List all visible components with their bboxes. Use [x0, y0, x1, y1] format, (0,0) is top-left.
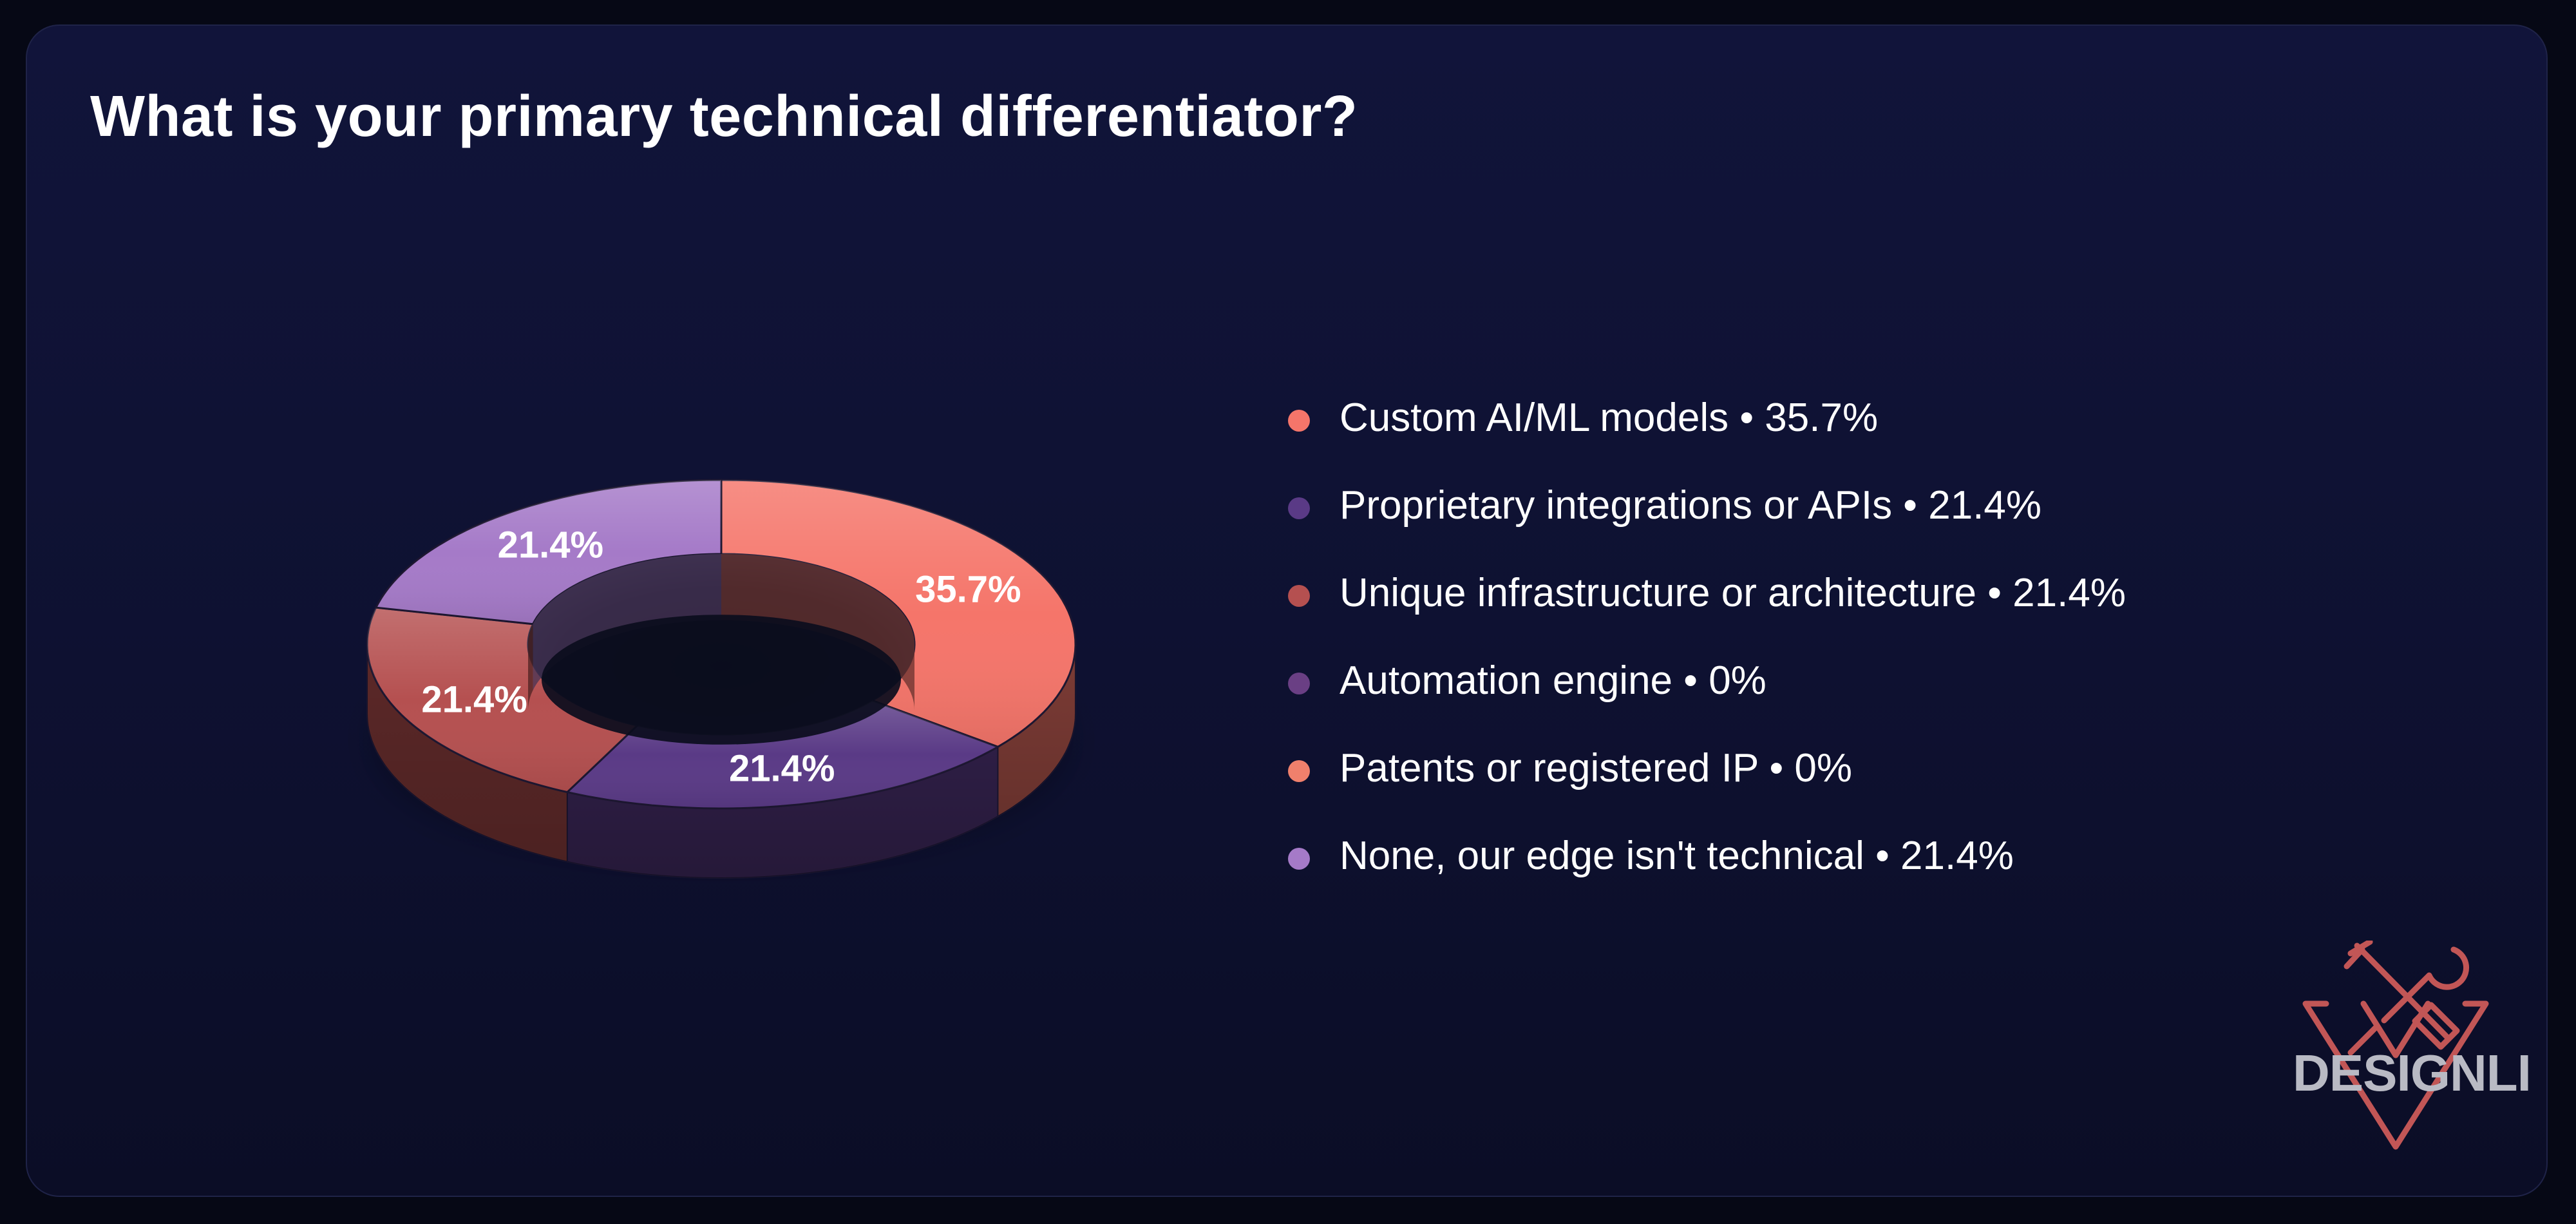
legend-item: Proprietary integrations or APIs • 21.4% — [1288, 461, 2383, 549]
legend-dot — [1288, 585, 1310, 607]
legend-label: Unique infrastructure or architecture • … — [1340, 570, 2126, 615]
legend-item: Automation engine • 0% — [1288, 636, 2383, 724]
legend-label: None, our edge isn't technical • 21.4% — [1340, 833, 2014, 878]
logo-text: DESIGNLI — [2293, 1044, 2532, 1102]
donut-side-shade — [367, 644, 567, 862]
legend-label: Custom AI/ML models • 35.7% — [1340, 395, 1879, 440]
legend-item: Patents or registered IP • 0% — [1288, 724, 2383, 812]
donut-side-shade — [567, 747, 998, 878]
legend-item: Unique infrastructure or architecture • … — [1288, 549, 2383, 636]
legend-item: Custom AI/ML models • 35.7% — [1288, 374, 2383, 461]
slice-value-label: 21.4% — [498, 524, 603, 566]
donut-inner-wall — [533, 554, 721, 691]
chart-legend: Custom AI/ML models • 35.7% Proprietary i… — [1288, 374, 2383, 899]
donut-inner-wall — [528, 624, 533, 711]
donut-slice-shine — [367, 607, 638, 792]
legend-dot — [1288, 410, 1310, 432]
legend-label: Proprietary integrations or APIs • 21.4% — [1340, 483, 2042, 528]
slice-value-label: 21.4% — [421, 679, 527, 721]
legend-label: Automation engine • 0% — [1340, 658, 1766, 703]
designli-logo: DESIGNLI — [2293, 939, 2532, 1153]
legend-dot — [1288, 848, 1310, 870]
donut-slice-shine — [375, 480, 721, 624]
slice-value-label: 21.4% — [729, 747, 835, 789]
legend-dot — [1288, 760, 1310, 782]
legend-dot — [1288, 497, 1310, 519]
donut-slice-shine — [567, 700, 998, 808]
legend-item: None, our edge isn't technical • 21.4% — [1288, 812, 2383, 899]
donut-side-shade — [998, 644, 1075, 817]
designli-logo-icon — [2302, 939, 2489, 1150]
donut-hole-floor — [542, 615, 901, 745]
legend-label: Patents or registered IP • 0% — [1340, 745, 1852, 790]
legend-dot — [1288, 673, 1310, 694]
slice-value-label: 35.7% — [915, 569, 1021, 611]
donut-slice-shine — [721, 480, 1075, 747]
chart-title: What is your primary technical different… — [90, 84, 1358, 149]
